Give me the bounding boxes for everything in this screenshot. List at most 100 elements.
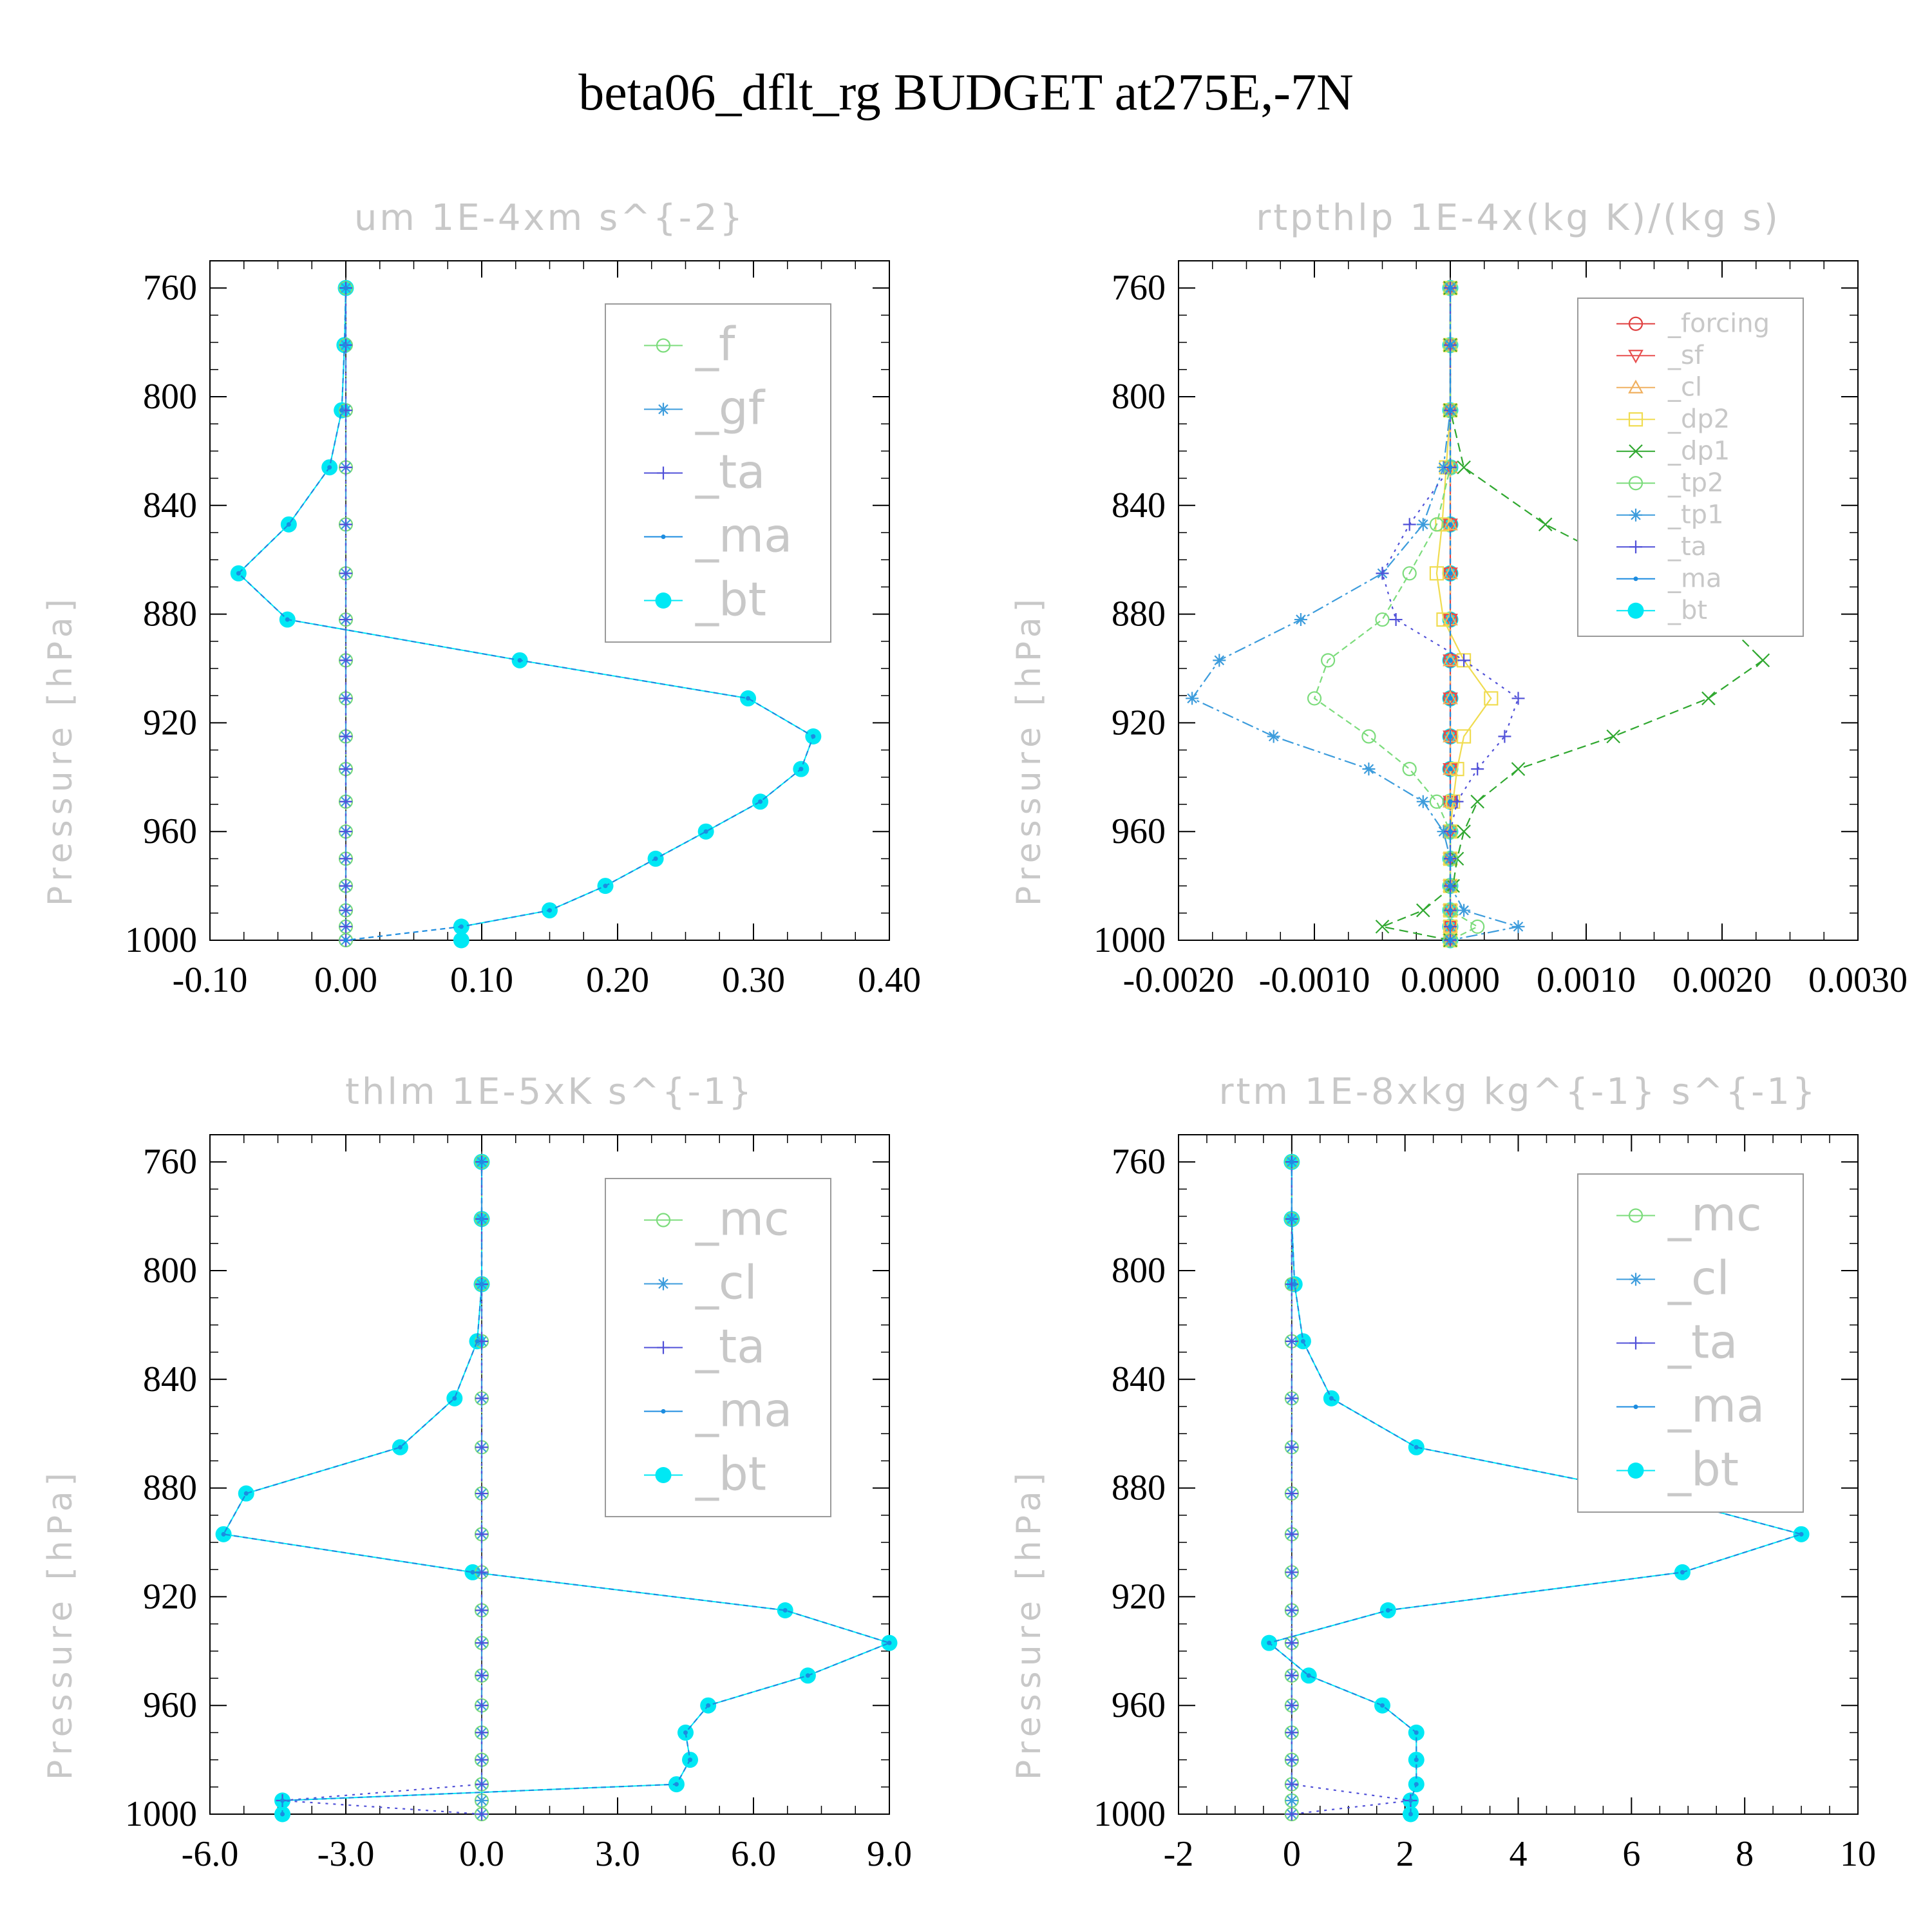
data-point — [1300, 1339, 1305, 1344]
legend-item: _cl — [644, 1256, 757, 1310]
data-point — [1457, 654, 1471, 667]
legend-item: _ta — [1616, 1315, 1738, 1369]
data-point — [339, 762, 352, 776]
x-tick-label: 0.00 — [314, 960, 377, 1000]
data-point — [453, 932, 469, 949]
data-point — [1437, 460, 1450, 474]
series-line — [1191, 288, 1519, 942]
data-point — [285, 617, 290, 622]
legend-item: _bt — [644, 1447, 766, 1501]
legend-item: _ta — [644, 1320, 765, 1374]
legend-label: _ma — [695, 509, 792, 563]
legend-item: _dp1 — [1616, 437, 1730, 466]
data-point — [343, 938, 348, 943]
legend-label: _f — [695, 317, 736, 372]
x-tick-label: 0.0 — [459, 1834, 504, 1874]
x-tick-label: -2 — [1164, 1834, 1194, 1874]
x-tick-label: 6 — [1622, 1834, 1640, 1874]
data-point — [603, 884, 608, 889]
legend-item: _ma — [644, 509, 792, 563]
data-point — [887, 1640, 892, 1645]
series-line — [1291, 1162, 1411, 1815]
legend: _mc _cl _ta _ma _bt — [605, 1178, 831, 1517]
legend-label: _ta — [1667, 532, 1707, 562]
data-point — [1448, 734, 1453, 739]
legend-marker — [657, 466, 670, 480]
legend-marker — [661, 1409, 666, 1414]
data-point — [1448, 829, 1453, 834]
data-point — [1414, 1757, 1419, 1763]
data-point — [1285, 1636, 1298, 1650]
series-line — [1381, 288, 1519, 940]
y-tick-label: 1000 — [125, 1794, 197, 1834]
data-point — [1416, 795, 1430, 808]
data-point — [339, 920, 352, 933]
data-point — [805, 1673, 810, 1678]
panel-3: thlm 1E-5xK s^{-1} Pressure [hPa] 760 800 84… — [41, 1071, 912, 1874]
data-point — [1267, 730, 1280, 743]
legend-marker — [655, 1467, 672, 1483]
legend-label: _sf — [1667, 341, 1704, 370]
legend-marker — [1629, 1336, 1642, 1350]
data-point — [475, 1669, 488, 1682]
data-point — [339, 654, 352, 667]
data-point — [479, 1159, 484, 1164]
x-tick-label: 8 — [1736, 1834, 1754, 1874]
data-point — [1307, 691, 1322, 706]
legend-marker — [1633, 1405, 1638, 1409]
data-point — [286, 522, 291, 527]
data-point — [1289, 1217, 1294, 1222]
data-point — [1306, 1673, 1311, 1678]
data-point — [475, 1777, 488, 1791]
legend-box — [605, 303, 831, 643]
data-point — [1448, 571, 1453, 576]
x-tick-label: 0.0010 — [1537, 960, 1636, 1000]
data-point — [1385, 1608, 1390, 1613]
data-point — [1429, 794, 1444, 809]
legend-label: _bt — [695, 1447, 766, 1501]
data-point — [1389, 613, 1403, 627]
series-ta — [276, 1155, 488, 1821]
legend-marker — [656, 338, 671, 353]
data-point — [452, 1396, 457, 1401]
series-tp1 — [1186, 281, 1525, 947]
data-point — [746, 696, 751, 701]
data-point — [1448, 408, 1453, 413]
data-point — [459, 924, 464, 929]
data-point — [339, 460, 352, 474]
data-point — [1321, 653, 1336, 668]
data-point — [1448, 884, 1453, 889]
data-point — [1448, 924, 1453, 929]
data-point — [1538, 517, 1553, 532]
legend-marker — [1629, 1273, 1642, 1286]
data-point — [475, 1487, 488, 1501]
series-ma — [1448, 285, 1453, 943]
legend-item: _gf — [644, 381, 766, 435]
data-point — [1285, 1528, 1298, 1541]
data-point — [1285, 1669, 1298, 1682]
x-tick-label: 0.0020 — [1672, 960, 1772, 1000]
series-ta — [1285, 1155, 1417, 1821]
legend-marker — [1628, 1208, 1643, 1223]
data-point — [1292, 1282, 1297, 1287]
y-axis-label: Pressure [hPa] — [1010, 594, 1048, 906]
legend-item: _ma — [1616, 1379, 1765, 1433]
data-point — [1799, 1531, 1804, 1537]
data-point — [799, 766, 804, 772]
y-tick-label: 920 — [143, 1577, 197, 1616]
data-point — [1448, 856, 1453, 861]
x-tick-label: 0.40 — [858, 960, 921, 1000]
data-point — [475, 1441, 488, 1454]
data-point — [1285, 1334, 1298, 1348]
legend-item: _ma — [644, 1383, 792, 1437]
x-tick-label: 3.0 — [595, 1834, 640, 1874]
data-point — [683, 1730, 688, 1735]
legend-marker — [1633, 576, 1638, 582]
data-point — [475, 1339, 480, 1344]
data-point — [1443, 652, 1458, 667]
legend: _f _gf _ta _ma _bt — [605, 303, 831, 643]
data-point — [339, 879, 352, 893]
legend-marker — [1628, 316, 1643, 331]
y-tick-label: 800 — [1112, 377, 1166, 417]
